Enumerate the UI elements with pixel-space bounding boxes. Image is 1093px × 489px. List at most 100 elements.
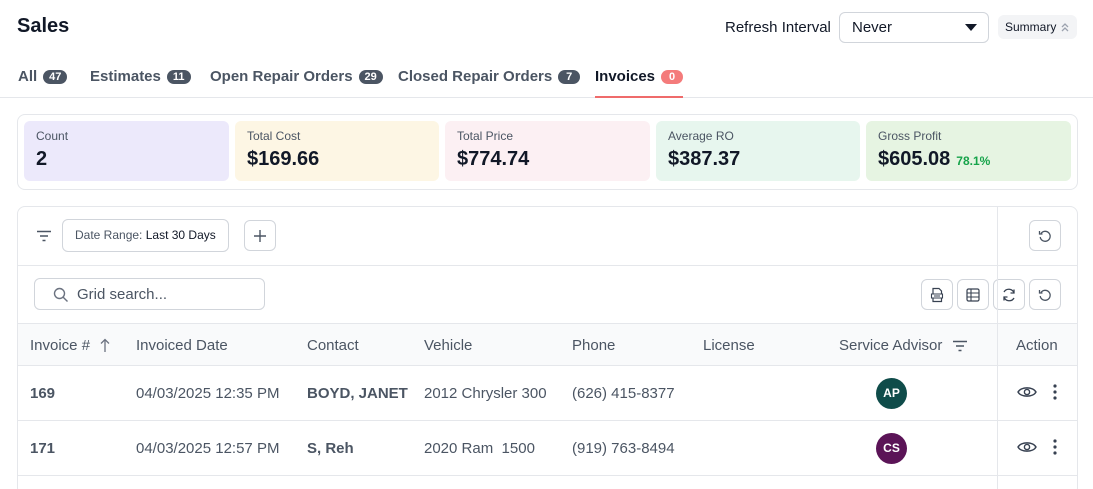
spreadsheet-icon (966, 287, 980, 302)
export-pdf-button[interactable] (921, 279, 953, 310)
column-header-label: License (703, 337, 755, 354)
advisor-avatar: AP (876, 378, 907, 409)
column-header-label: Action (1016, 337, 1058, 354)
reset-icon (1038, 289, 1051, 301)
grid-panel: Date Range: Last 30 Days Invoice # Invoi… (17, 206, 1078, 489)
filter-icon[interactable] (36, 230, 52, 242)
tab-label: Closed Repair Orders (398, 68, 553, 85)
card-value: $387.37 (668, 148, 741, 170)
advisor-avatar: CS (876, 433, 907, 464)
profit-percent: 78.1% (956, 154, 991, 168)
invoice-number[interactable]: 171 (30, 440, 56, 457)
tab-estimates[interactable]: Estimates 11 (90, 68, 191, 98)
refresh-interval-label: Refresh Interval (725, 19, 831, 36)
tab-count-badge: 11 (166, 70, 191, 84)
column-header-invoiced-date[interactable]: Invoiced Date (136, 337, 228, 354)
invoiced-date: 04/03/2025 12:35 PM (136, 385, 280, 402)
table-header: Invoice # Invoiced Date Contact Vehicle … (18, 323, 1077, 366)
column-header-label: Service Advisor (839, 337, 943, 354)
tab-count-badge: 7 (558, 70, 581, 84)
card-label: Total Price (457, 129, 514, 143)
summary-card-count: Count 2 (24, 121, 229, 181)
card-label: Gross Profit (878, 129, 942, 143)
column-header-service-advisor[interactable]: Service Advisor (839, 337, 968, 354)
reset-filters-button[interactable] (1029, 220, 1061, 251)
refresh-interval-select[interactable]: Never (839, 12, 989, 43)
tab-all[interactable]: All 47 (18, 68, 68, 98)
card-value: $605.08 78.1% (878, 148, 1059, 171)
add-filter-button[interactable] (244, 220, 276, 251)
caret-down-icon (965, 24, 977, 31)
phone: (919) 763-8494 (572, 440, 675, 457)
date-range-value: Last 30 Days (145, 228, 216, 242)
contact-name[interactable]: BOYD, JANET (307, 385, 408, 402)
column-header-label: Phone (572, 337, 616, 354)
reset-icon (1038, 230, 1051, 242)
column-header-invoice[interactable]: Invoice # (30, 337, 110, 354)
summary-card-gross-profit: Gross Profit $605.08 78.1% (866, 121, 1071, 181)
card-label: Total Cost (247, 129, 301, 143)
summary-toggle-button[interactable]: Summary (998, 15, 1078, 39)
invoiced-date: 04/03/2025 12:57 PM (136, 440, 280, 457)
tab-label: All (18, 68, 38, 85)
page-header: Sales Refresh Interval Never Summary (0, 0, 1093, 56)
invoice-number[interactable]: 169 (30, 385, 56, 402)
table-row[interactable]: 169 04/03/2025 12:35 PM BOYD, JANET 2012… (18, 366, 1077, 421)
summary-panel: Count 2 Total Cost $169.66 Total Price $… (17, 114, 1078, 190)
action-column-divider (997, 207, 998, 489)
tab-label: Invoices (595, 68, 656, 85)
column-header-label: Vehicle (424, 337, 473, 354)
view-eye-icon[interactable] (1017, 440, 1037, 454)
card-label: Average RO (668, 129, 734, 143)
summary-card-total-cost: Total Cost $169.66 (235, 121, 439, 181)
export-spreadsheet-button[interactable] (957, 279, 989, 310)
refresh-interval-value: Never (852, 19, 893, 36)
column-header-contact[interactable]: Contact (307, 337, 359, 354)
filter-icon[interactable] (952, 340, 968, 352)
column-header-vehicle[interactable]: Vehicle (424, 337, 472, 354)
summary-card-total-price: Total Price $774.74 (445, 121, 650, 181)
tab-count-badge: 29 (358, 70, 383, 84)
date-range-label: Date Range: (75, 228, 143, 242)
grid-search-input[interactable] (77, 284, 257, 304)
column-header-license[interactable]: License (703, 337, 755, 354)
column-header-label: Contact (307, 337, 359, 354)
summary-toggle-label: Summary (1005, 20, 1057, 34)
table-row[interactable]: 171 04/03/2025 12:57 PM S, Reh 2020 Ram … (18, 421, 1077, 476)
card-value: $774.74 (457, 148, 530, 170)
card-value: $169.66 (247, 148, 320, 170)
more-options-icon[interactable] (1053, 384, 1057, 400)
tab-label: Open Repair Orders (210, 68, 353, 85)
vehicle: 2020 Ram 1500 (424, 440, 535, 457)
contact-name[interactable]: S, Reh (307, 440, 354, 457)
card-value: 2 (36, 148, 48, 170)
tab-count-badge: 47 (43, 70, 68, 84)
view-eye-icon[interactable] (1017, 385, 1037, 399)
plus-icon (254, 229, 266, 242)
page-title: Sales (17, 15, 70, 37)
refresh-icon (1003, 288, 1015, 301)
tab-label: Estimates (90, 68, 161, 85)
column-header-phone[interactable]: Phone (572, 337, 615, 354)
sort-ascending-icon (100, 338, 110, 352)
tab-invoices[interactable]: Invoices 0 (595, 68, 684, 98)
column-header-label: Invoiced Date (136, 337, 228, 354)
refresh-grid-button[interactable] (993, 279, 1025, 310)
search-icon (53, 287, 68, 302)
date-range-filter-chip[interactable]: Date Range: Last 30 Days (62, 219, 229, 252)
card-label: Count (36, 129, 69, 143)
tab-closed-repair-orders[interactable]: Closed Repair Orders 7 (398, 68, 581, 98)
reset-grid-button[interactable] (1029, 279, 1061, 310)
chevrons-up-icon (1061, 23, 1069, 32)
card-value-amount: $605.08 (878, 148, 951, 170)
summary-card-average-ro: Average RO $387.37 (656, 121, 860, 181)
tab-open-repair-orders[interactable]: Open Repair Orders 29 (210, 68, 383, 98)
tab-count-badge: 0 (661, 70, 684, 84)
status-tabs: All 47 Estimates 11 Open Repair Orders 2… (0, 58, 1093, 98)
pdf-export-icon (930, 287, 944, 302)
more-options-icon[interactable] (1053, 439, 1057, 455)
phone: (626) 415-8377 (572, 385, 675, 402)
column-header-label: Invoice # (30, 337, 91, 354)
filter-bar: Date Range: Last 30 Days (18, 207, 1077, 266)
grid-search-box[interactable] (34, 278, 265, 310)
